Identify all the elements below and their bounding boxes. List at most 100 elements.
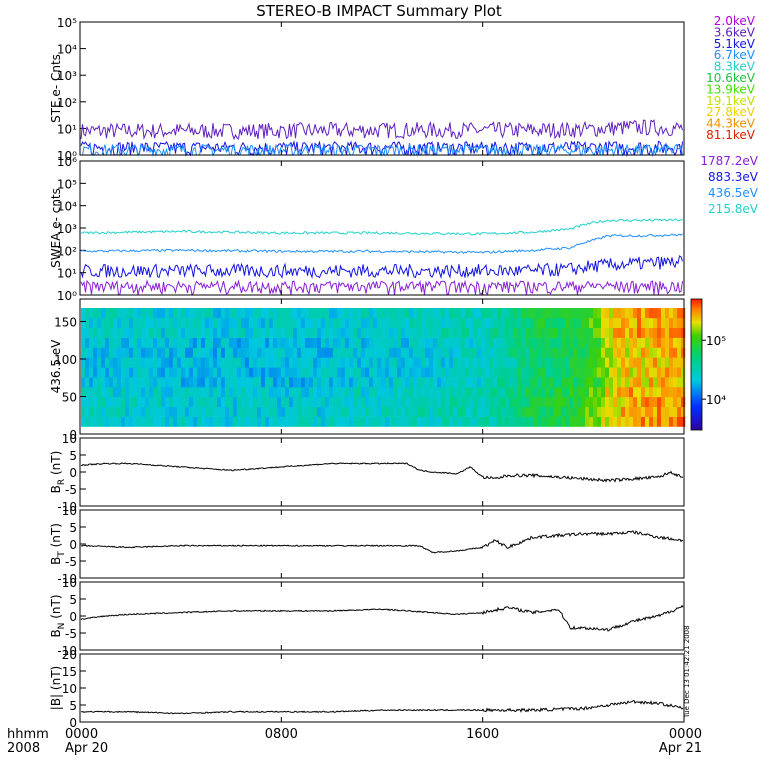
- pad-cell: [657, 396, 662, 408]
- pad-cell: [105, 317, 110, 329]
- pad-cell: [657, 416, 662, 427]
- pad-cell: [141, 387, 146, 398]
- swea-ytick-label-6: 10⁶: [57, 155, 77, 169]
- pad-cell: [653, 377, 658, 388]
- pad-cell: [117, 377, 122, 388]
- pad-cell: [397, 357, 402, 368]
- pad-cell: [669, 416, 674, 427]
- pad-cell: [197, 347, 202, 358]
- pad-cell: [281, 406, 286, 417]
- pad-cell: [205, 396, 210, 408]
- pad-cell: [269, 327, 274, 338]
- pad-cell: [473, 337, 478, 348]
- pad-cell: [117, 317, 122, 329]
- pad-cell: [441, 387, 446, 398]
- pad-cell: [533, 308, 538, 319]
- pad-cell: [117, 357, 122, 368]
- pad-cell: [249, 396, 254, 408]
- pad-cell: [101, 347, 106, 358]
- pad-cell: [601, 317, 606, 329]
- pad-cell: [509, 327, 514, 338]
- pad-cell: [229, 347, 234, 358]
- pad-cell: [405, 327, 410, 338]
- pad-cell: [529, 317, 534, 329]
- pad-cell: [545, 308, 550, 319]
- pad-cell: [581, 357, 586, 368]
- pad-cell: [197, 337, 202, 348]
- pad-cell: [605, 367, 610, 378]
- pad-cell: [285, 416, 290, 427]
- pad-cell: [421, 308, 426, 319]
- pad-cell: [649, 406, 654, 417]
- pad-cell: [561, 337, 566, 348]
- pad-cell: [513, 377, 518, 388]
- pad-cell: [385, 347, 390, 358]
- pad-cell: [505, 347, 510, 358]
- pad-cell: [433, 337, 438, 348]
- pad-cell: [313, 308, 318, 319]
- pad-cell: [513, 347, 518, 358]
- pad-cell: [253, 377, 258, 388]
- pad-cell: [305, 377, 310, 388]
- pad-cell: [117, 337, 122, 348]
- pad-cell: [613, 406, 618, 417]
- pad-cell: [637, 416, 642, 427]
- pad-heatmap: [81, 308, 686, 427]
- pad-cell: [661, 337, 666, 348]
- pad-cell: [605, 327, 610, 338]
- pad-cell: [245, 347, 250, 358]
- pad-cell: [493, 337, 498, 348]
- pad-cell: [473, 357, 478, 368]
- pad-cell: [501, 308, 506, 319]
- pad-cell: [101, 406, 106, 417]
- pad-cell: [525, 327, 530, 338]
- pad-cell: [497, 367, 502, 378]
- pad-cell: [665, 377, 670, 388]
- pad-cell: [573, 387, 578, 398]
- pad-cell: [453, 396, 458, 408]
- pad-cell: [437, 317, 442, 329]
- pad-cell: [341, 317, 346, 329]
- pad-cell: [537, 416, 542, 427]
- pad-cell: [309, 406, 314, 417]
- pad-cell: [157, 308, 162, 319]
- pad-cell: [325, 377, 330, 388]
- pad-cell: [565, 337, 570, 348]
- pad-cell: [297, 367, 302, 378]
- pad-cell: [581, 377, 586, 388]
- pad-cell: [553, 377, 558, 388]
- pad-cell: [397, 317, 402, 329]
- pad-cell: [257, 367, 262, 378]
- pad-cell: [589, 377, 594, 388]
- pad-cell: [221, 327, 226, 338]
- pad-cell: [365, 406, 370, 417]
- pad-cell: [165, 406, 170, 417]
- pad-cell: [629, 347, 634, 358]
- pad-cell: [241, 327, 246, 338]
- pad-cell: [661, 308, 666, 319]
- pad-cell: [93, 416, 98, 427]
- pad-cell: [161, 416, 166, 427]
- pad-cell: [85, 337, 90, 348]
- pad-cell: [97, 308, 102, 319]
- pad-cell: [153, 337, 158, 348]
- pad-cell: [557, 377, 562, 388]
- pad-cell: [573, 327, 578, 338]
- pad-cell: [165, 327, 170, 338]
- pad-cell: [121, 357, 126, 368]
- pad-cell: [145, 396, 150, 408]
- pad-cell: [469, 377, 474, 388]
- pad-cell: [369, 406, 374, 417]
- pad-cell: [625, 396, 630, 408]
- pad-cell: [333, 406, 338, 417]
- pad-cell: [585, 406, 590, 417]
- pad-cell: [213, 327, 218, 338]
- pad-cell: [565, 367, 570, 378]
- pad-cell: [389, 337, 394, 348]
- pad-cell: [425, 347, 430, 358]
- pad-cell: [529, 327, 534, 338]
- pad-cell: [353, 377, 358, 388]
- pad-cell: [545, 387, 550, 398]
- pad-cell: [493, 416, 498, 427]
- pad-cell: [485, 337, 490, 348]
